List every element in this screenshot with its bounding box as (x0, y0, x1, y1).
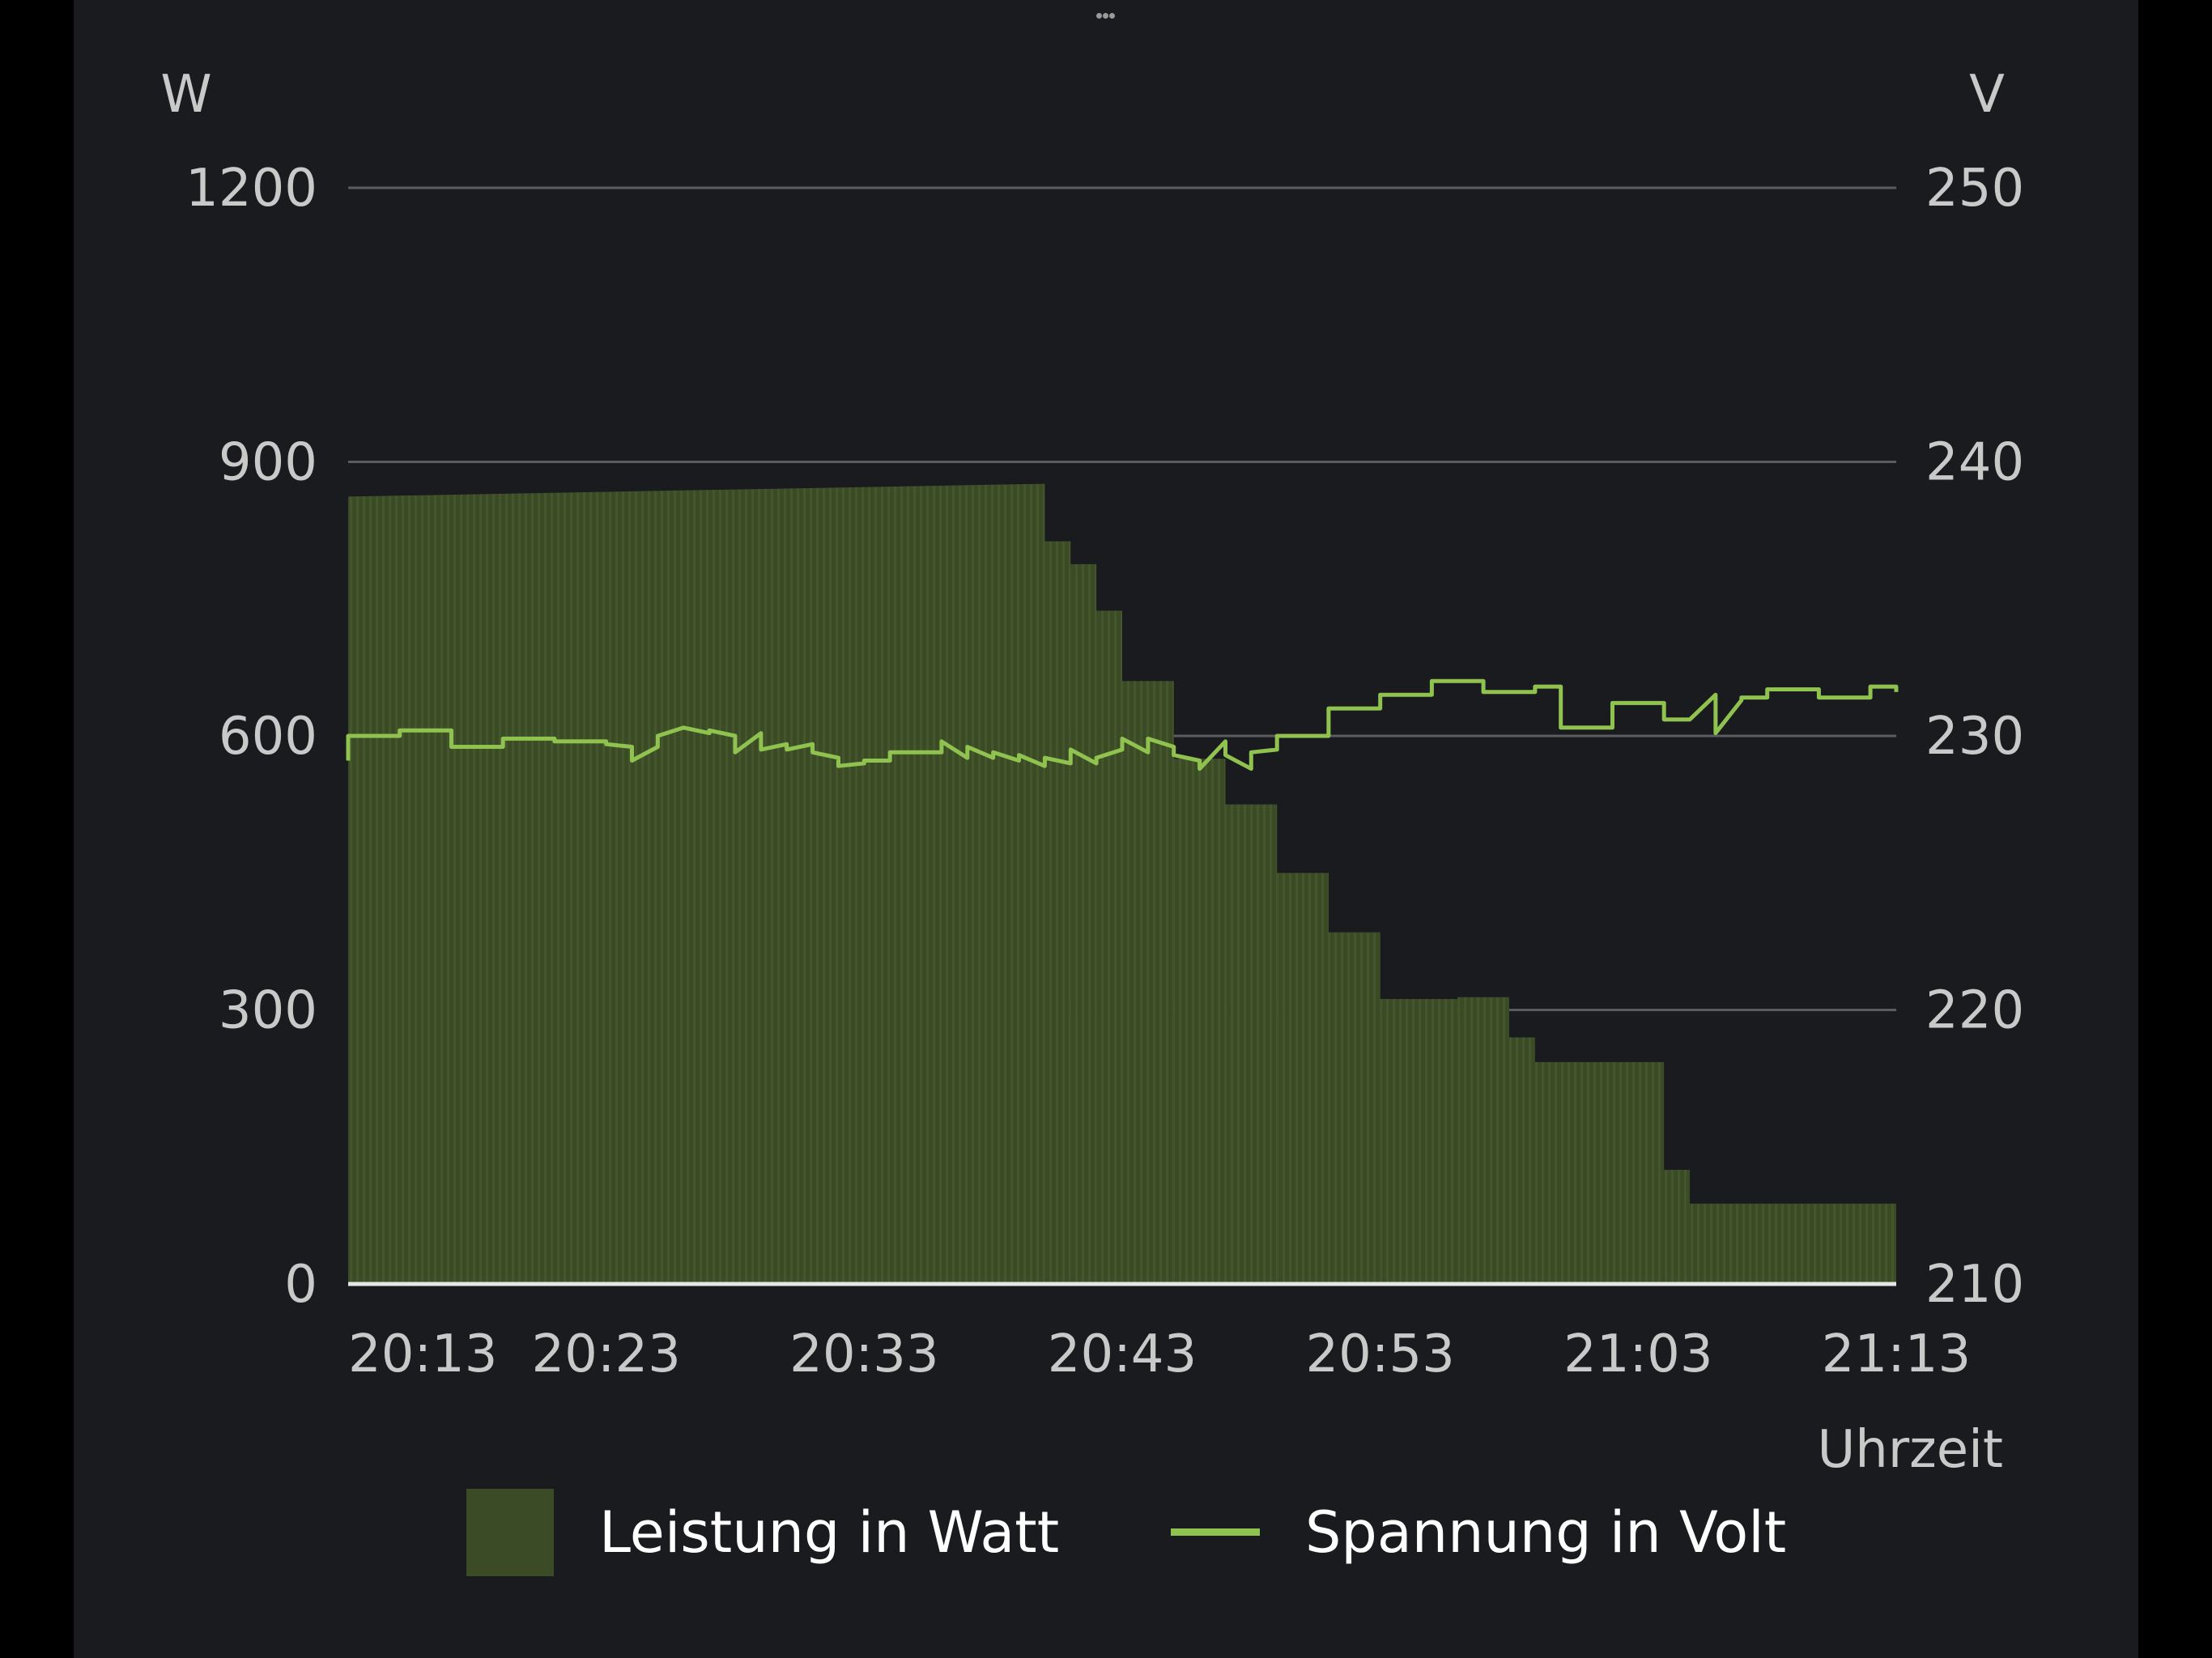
legend-label-voltage[interactable]: Spannung in Volt (1305, 1499, 1786, 1566)
y-left-tick-label: 600 (219, 707, 317, 767)
x-tick-label: 21:03 (1563, 1324, 1712, 1384)
y-left-tick-label: 900 (219, 433, 317, 493)
power-bar (1173, 759, 1226, 1284)
handle-dot (1096, 13, 1102, 19)
right-axis-unit: V (1969, 65, 2005, 125)
power-bar (1328, 932, 1380, 1284)
power-bar (1509, 1037, 1535, 1284)
power-bar (348, 483, 1045, 1284)
voltage-line-layer (346, 678, 1899, 772)
y-left-tick-label: 300 (219, 981, 317, 1041)
axes: W V Uhrzeit (160, 65, 2005, 1480)
y-right-tick-label: 210 (1925, 1255, 2024, 1315)
y-left-tick-label: 0 (284, 1255, 317, 1315)
power-bar (1096, 610, 1122, 1284)
x-tick-label: 20:13 (348, 1324, 497, 1384)
y-right-tick-label: 240 (1925, 433, 2024, 493)
power-bar (1070, 563, 1097, 1284)
power-bar (1277, 873, 1329, 1284)
power-bar (1457, 997, 1509, 1284)
legend: Leistung in Watt Spannung in Volt (466, 1489, 1786, 1576)
voltage-line (346, 678, 1899, 772)
handle-dot (1103, 13, 1108, 19)
handle-dot (1109, 13, 1115, 19)
power-bar (1380, 998, 1458, 1284)
x-tick-label: 20:53 (1305, 1324, 1454, 1384)
legend-label-power[interactable]: Leistung in Watt (599, 1499, 1059, 1566)
power-bar (1044, 541, 1071, 1284)
drag-handle[interactable] (0, 0, 2212, 32)
x-tick-label: 20:33 (789, 1324, 938, 1384)
tick-labels: 1200 900 600 300 0 250 240 230 220 210 20:13 20:23 2… (185, 159, 2024, 1384)
y-right-tick-label: 250 (1925, 159, 2024, 219)
power-bar (1534, 1061, 1665, 1284)
y-left-tick-label: 1200 (185, 159, 317, 219)
power-bars (348, 483, 1896, 1284)
power-bar (1690, 1203, 1896, 1284)
power-bar (1225, 804, 1278, 1284)
y-right-tick-label: 230 (1925, 707, 2024, 767)
x-tick-label: 20:43 (1048, 1324, 1197, 1384)
x-tick-label: 21:13 (1822, 1324, 1971, 1384)
x-tick-label: 20:23 (531, 1324, 680, 1384)
legend-swatch-voltage[interactable] (1171, 1528, 1260, 1536)
power-bar (1122, 681, 1174, 1284)
legend-swatch-power[interactable] (466, 1489, 554, 1576)
power-bar (1664, 1169, 1691, 1284)
left-axis-unit: W (160, 65, 211, 125)
x-axis-label: Uhrzeit (1817, 1420, 2003, 1480)
y-right-tick-label: 220 (1925, 981, 2024, 1041)
